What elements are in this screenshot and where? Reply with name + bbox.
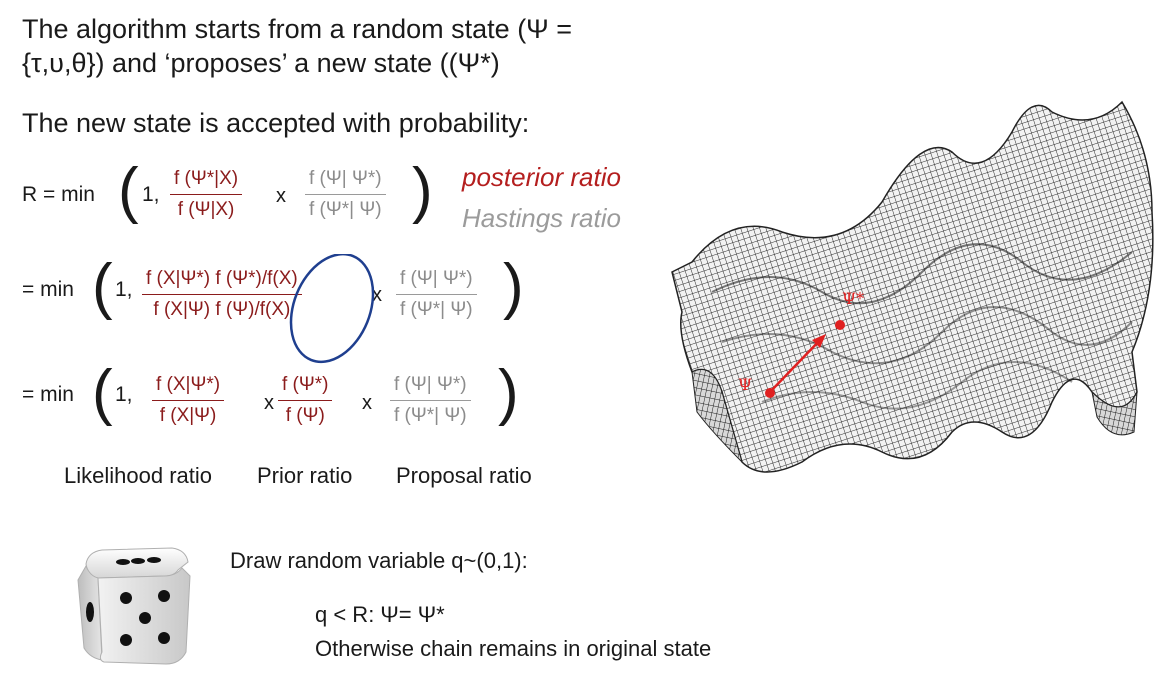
eq2-denominator: f (X|Ψ) f (Ψ)/f(X) bbox=[153, 299, 291, 320]
eq1-times: x bbox=[276, 185, 286, 207]
likelihood-numerator: f (X|Ψ*) bbox=[152, 374, 225, 401]
eq2-numerator: f (X|Ψ*) f (Ψ*)/f(X) bbox=[142, 268, 302, 295]
proposal-ratio-label: Proposal ratio bbox=[396, 463, 532, 488]
eq1-open-paren: ( bbox=[118, 156, 139, 225]
cancel-circle bbox=[289, 254, 375, 364]
prior-numerator: f (Ψ*) bbox=[278, 374, 333, 401]
eq3-prefix: = min bbox=[22, 383, 74, 406]
eq3-open-paren: ( bbox=[92, 358, 113, 427]
arrow-head-icon bbox=[812, 334, 826, 348]
dice-icon bbox=[77, 547, 191, 665]
prior-ratio-label: Prior ratio bbox=[257, 463, 353, 488]
eq2-prefix: = min bbox=[22, 278, 74, 301]
psi-star-label: Ψ* bbox=[842, 289, 864, 308]
eq2-one: 1, bbox=[115, 278, 133, 301]
proposal-fraction: f (Ψ| Ψ*) f (Ψ*| Ψ) bbox=[390, 374, 471, 427]
current-state-point bbox=[765, 388, 775, 398]
psi-label: Ψ bbox=[738, 375, 752, 394]
acceptance-heading: The new state is accepted with probabili… bbox=[22, 108, 530, 138]
likelihood-ratio-label: Likelihood ratio bbox=[64, 463, 212, 488]
proposed-state-point bbox=[835, 320, 845, 330]
eq1-prefix: R = min bbox=[22, 183, 95, 206]
likelihood-denominator: f (X|Ψ) bbox=[159, 405, 217, 426]
draw-random-variable-text: Draw random variable q~(0,1): bbox=[230, 548, 528, 573]
proposal-numerator: f (Ψ| Ψ*) bbox=[390, 374, 471, 401]
eq2-hastings-numerator: f (Ψ| Ψ*) bbox=[396, 268, 477, 295]
eq2-hastings-fraction: f (Ψ| Ψ*) f (Ψ*| Ψ) bbox=[396, 268, 477, 321]
intro-paragraph: The algorithm starts from a random state… bbox=[22, 12, 702, 80]
eq3-times-1: x bbox=[264, 392, 274, 414]
eq2-hastings-denominator: f (Ψ*| Ψ) bbox=[400, 299, 473, 320]
eq2-times: x bbox=[372, 284, 382, 306]
posterior-ratio-label: posterior ratio bbox=[462, 162, 621, 192]
likelihood-fraction: f (X|Ψ*) f (X|Ψ) bbox=[152, 374, 225, 427]
prior-fraction: f (Ψ*) f (Ψ) bbox=[278, 374, 333, 427]
eq2-close-paren: ) bbox=[503, 252, 524, 321]
eq3-times-2: x bbox=[362, 392, 372, 414]
eq1-posterior-denominator: f (Ψ|X) bbox=[177, 199, 235, 220]
intro-line-2: {τ,υ,θ}) and ‘proposes’ a new state ((Ψ*… bbox=[22, 48, 500, 78]
eq3-close-paren: ) bbox=[498, 358, 519, 427]
eq1-posterior-numerator: f (Ψ*|X) bbox=[170, 168, 243, 195]
eq1-hastings-fraction: f (Ψ| Ψ*) f (Ψ*| Ψ) bbox=[305, 168, 386, 221]
eq1-hastings-numerator: f (Ψ| Ψ*) bbox=[305, 168, 386, 195]
proposal-denominator: f (Ψ*| Ψ) bbox=[394, 405, 467, 426]
likelihood-surface-image: Ψ Ψ* bbox=[671, 100, 1154, 473]
hastings-ratio-label: Hastings ratio bbox=[462, 203, 621, 233]
intro-line-1: The algorithm starts from a random state… bbox=[22, 14, 573, 44]
eq1-posterior-fraction: f (Ψ*|X) f (Ψ|X) bbox=[170, 168, 243, 221]
prior-denominator: f (Ψ) bbox=[285, 405, 325, 426]
eq2-expanded-fraction: f (X|Ψ*) f (Ψ*)/f(X) f (X|Ψ) f (Ψ)/f(X) bbox=[142, 268, 302, 321]
eq2-open-paren: ( bbox=[92, 252, 113, 321]
eq1-close-paren: ) bbox=[412, 156, 433, 225]
reject-rule-text: Otherwise chain remains in original stat… bbox=[315, 636, 712, 661]
accept-rule-text: q < R: Ψ= Ψ* bbox=[315, 602, 445, 627]
proposal-arrow bbox=[769, 337, 823, 393]
eq1-hastings-denominator: f (Ψ*| Ψ) bbox=[309, 199, 382, 220]
eq1-one: 1, bbox=[142, 183, 160, 206]
eq3-one: 1, bbox=[115, 383, 133, 406]
